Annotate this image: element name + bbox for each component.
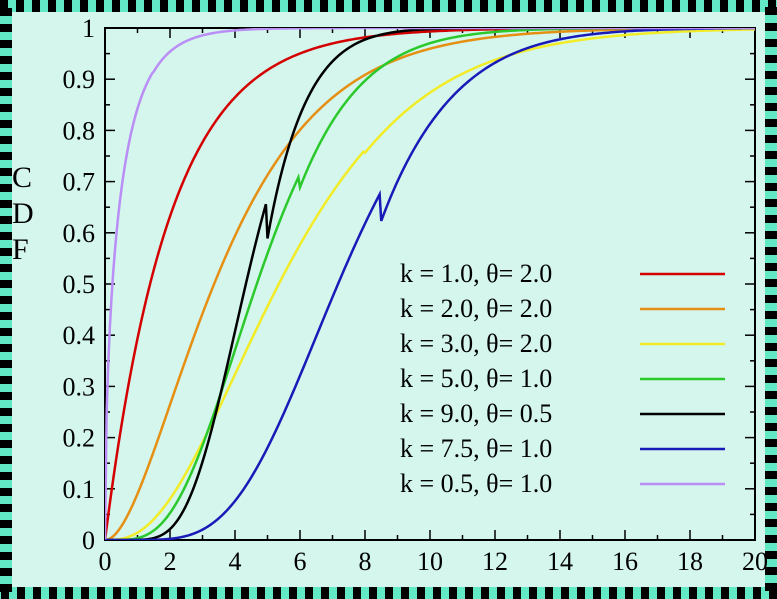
legend-label: k = 3.0, θ= 2.0	[400, 329, 552, 358]
x-tick-label: 0	[99, 547, 112, 576]
legend-label: k = 0.5, θ= 1.0	[400, 469, 552, 498]
cdf-chart: 0 2 4 6 8 10 12 14 16 18 20 0 0.1 0.2 0.3 0.4 0.5 0.6 0.7 0…	[0, 0, 777, 599]
legend-label: k = 7.5, θ= 1.0	[400, 434, 552, 463]
y-tick-label: 0.3	[63, 372, 96, 401]
x-tick-label: 8	[359, 547, 372, 576]
legend-label: k = 2.0, θ= 2.0	[400, 294, 552, 323]
x-tick-label: 6	[294, 547, 307, 576]
legend-label: k = 1.0, θ= 2.0	[400, 259, 552, 288]
y-tick-label: 0.6	[63, 219, 96, 248]
y-tick-label: 0.1	[63, 475, 96, 504]
x-tick-label: 10	[417, 547, 443, 576]
y-tick-label: 0.8	[63, 116, 96, 145]
legend-label: k = 9.0, θ= 0.5	[400, 399, 552, 428]
x-tick-label: 4	[229, 547, 242, 576]
y-tick-label: 0.4	[63, 321, 96, 350]
x-tick-label: 12	[482, 547, 508, 576]
x-tick-label: 18	[677, 547, 703, 576]
x-tick-label: 2	[164, 547, 177, 576]
x-tick-label: 20	[742, 547, 768, 576]
y-tick-label: 1	[82, 14, 95, 43]
legend-label: k = 5.0, θ= 1.0	[400, 364, 552, 393]
chart-frame: C D F 0246810121416182000.10.20.30.40.50…	[0, 0, 777, 599]
x-tick-label: 14	[547, 547, 573, 576]
y-tick-label: 0	[82, 526, 95, 555]
x-tick-label: 16	[612, 547, 638, 576]
y-tick-label: 0.5	[63, 270, 96, 299]
y-tick-label: 0.9	[63, 65, 96, 94]
y-tick-label: 0.2	[63, 424, 96, 453]
y-tick-label: 0.7	[63, 168, 96, 197]
